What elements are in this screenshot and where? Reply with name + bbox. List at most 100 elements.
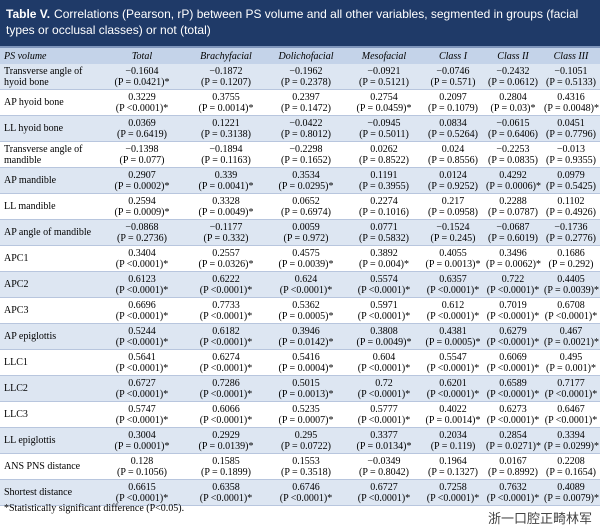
p-value: (P = 0.0079)* (544, 492, 599, 504)
correlation: 0.2208 (557, 455, 585, 467)
column-header: Class II (484, 46, 542, 64)
table-row: LL hyoid bone 0.0369 (P = 0.6419) 0.1221 (P … (0, 115, 600, 142)
cell: 0.5777 (P <0.0001)* (346, 402, 422, 428)
correlation: −0.0921 (367, 65, 401, 77)
p-value: (P = 0.5425) (546, 180, 596, 192)
p-value: (P <0.0001)* (199, 388, 253, 400)
correlation: 0.604 (372, 351, 396, 363)
correlation: −0.2298 (289, 143, 323, 155)
p-value: (P = 0.6974) (281, 206, 331, 218)
p-value: (P = 0.1654) (546, 466, 596, 478)
p-value: (P <0.0001)* (357, 310, 411, 322)
cell: 0.72 (P <0.0001)* (346, 375, 422, 402)
p-value: (P = 0.5832) (359, 232, 409, 244)
table-row: Transverse angle of hyoid bone −0.1604 (P … (0, 64, 600, 90)
p-value: (P <0.0001)* (426, 492, 480, 504)
p-value: (P = 0.077) (119, 154, 165, 166)
correlation: 0.6358 (212, 481, 240, 493)
correlation: 0.5235 (292, 403, 320, 415)
p-value: (P = 0.0835) (488, 154, 538, 166)
table-row: APC3 0.6696 (P <0.0001)* 0.7733 (P <0.0001)*… (0, 298, 600, 324)
p-value: (P <0.0001)* (357, 388, 411, 400)
p-value: (P = 0.0299)* (544, 440, 599, 452)
row-label: Transverse angle of hyoid bone (0, 64, 98, 90)
p-value: (P <0.0001)* (115, 492, 169, 504)
table-header: Table V. Correlations (Pearson, rP) betwe… (0, 0, 600, 46)
cell: 0.6182 (P <0.0001)* (186, 323, 266, 350)
p-value: (P = 0.1327) (428, 466, 478, 478)
correlation: 0.6201 (439, 377, 467, 389)
p-value: (P = 0.1652) (281, 154, 331, 166)
row-label: ANS PNS distance (4, 461, 81, 472)
correlation: 0.6123 (128, 273, 156, 285)
correlation: 0.2034 (439, 429, 467, 441)
cell: 0.1964 (P = 0.1327) (422, 454, 484, 480)
cell: 0.5747 (P <0.0001)* (98, 402, 186, 428)
p-value: (P = 0.332) (203, 232, 249, 244)
correlation: 0.1964 (439, 455, 467, 467)
column-header: Dolichofacial (266, 46, 346, 64)
correlation: 0.4575 (292, 247, 320, 259)
cell: −0.1872 (P = 0.1207) (186, 64, 266, 90)
correlation: 0.2274 (370, 195, 398, 207)
cell: 0.3004 (P = 0.0001)* (98, 427, 186, 454)
row-label: LL mandible (4, 201, 56, 212)
p-value: (P = 0.292) (548, 258, 594, 270)
correlation: 0.722 (501, 273, 525, 285)
p-value: (P <0.0001)* (199, 336, 253, 348)
cell: 0.467 (P = 0.0021)* (542, 323, 600, 350)
table-row: LL mandible 0.2594 (P = 0.0009)* 0.3328 (P =… (0, 194, 600, 220)
correlation: −0.0422 (289, 117, 323, 129)
p-value: (P = 0.0005)* (425, 336, 481, 348)
p-value: (P = 0.5011) (359, 128, 409, 140)
cell: 0.2754 (P = 0.0459)* (346, 90, 422, 116)
p-value: (P = 0.8012) (281, 128, 331, 140)
table-row: APC1 0.3404 (P <0.0001)* 0.2557 (P = 0.0326)… (0, 246, 600, 272)
cell: 0.217 (P = 0.0958) (422, 194, 484, 220)
p-value: (P = 0.1899) (201, 466, 251, 478)
p-value: (P <0.0001)* (115, 336, 169, 348)
correlation: 0.1102 (557, 195, 585, 207)
cell: 0.4575 (P = 0.0039)* (266, 246, 346, 272)
correlation: −0.0868 (125, 221, 159, 233)
cell: 0.2804 (P = 0.03)* (484, 90, 542, 116)
cell: 0.6615 (P <0.0001)* (98, 479, 186, 506)
table-row: LLC2 0.6727 (P <0.0001)* 0.7286 (P <0.0001)*… (0, 375, 600, 402)
correlation: 0.2929 (212, 429, 240, 441)
correlation: 0.5416 (292, 351, 320, 363)
p-value: (P = 0.0049)* (356, 336, 412, 348)
p-value: (P = 0.0142)* (278, 336, 334, 348)
cell: 0.7733 (P <0.0001)* (186, 298, 266, 324)
p-value: (P <0.0001)* (279, 284, 333, 296)
table-row: APC2 0.6123 (P <0.0001)* 0.6222 (P <0.0001)*… (0, 271, 600, 298)
column-header: Total (98, 46, 186, 64)
p-value: (P = 0.004)* (359, 258, 409, 270)
p-value: (P = 0.001)* (546, 362, 596, 374)
cell: 0.0771 (P = 0.5832) (346, 219, 422, 246)
p-value: (P <0.0001)* (486, 310, 540, 322)
cell: 0.7632 (P <0.0001)* (484, 479, 542, 506)
p-value: (P <0.0001)* (115, 362, 169, 374)
correlation: 0.0262 (370, 143, 398, 155)
correlation: 0.495 (559, 351, 583, 363)
p-value: (P <0.0001)* (115, 102, 169, 114)
correlation: 0.7733 (212, 299, 240, 311)
cell: 0.2034 (P = 0.119) (422, 427, 484, 454)
p-value: (P = 0.0612) (488, 76, 538, 88)
correlation: −0.0945 (367, 117, 401, 129)
p-value: (P = 0.8992) (488, 466, 538, 478)
cell: 0.7258 (P <0.0001)* (422, 479, 484, 506)
correlation: 0.6615 (128, 481, 156, 493)
p-value: (P = 0.7796) (546, 128, 596, 140)
watermark: 浙一口腔正畸林军 (487, 512, 592, 527)
cell: −0.1177 (P = 0.332) (186, 219, 266, 246)
correlation: 0.3328 (212, 195, 240, 207)
cell: 0.5362 (P = 0.0005)* (266, 298, 346, 324)
table-body: Transverse angle of hyoid bone −0.1604 (P … (0, 64, 600, 506)
correlation: 0.0652 (292, 195, 320, 207)
cell: 0.6746 (P <0.0001)* (266, 479, 346, 506)
cell: 0.4292 (P = 0.0006)* (484, 167, 542, 194)
p-value: (P = 0.1207) (201, 76, 251, 88)
p-value: (P <0.0001)* (357, 362, 411, 374)
column-header: Mesofacial (346, 46, 422, 64)
